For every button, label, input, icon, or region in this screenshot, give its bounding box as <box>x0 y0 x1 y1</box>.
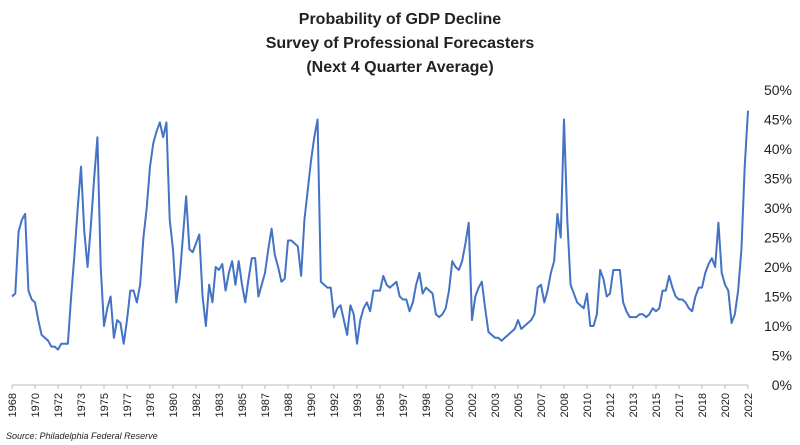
chart-subtitle: Survey of Professional Forecasters <box>266 35 535 52</box>
x-tick-label: 2010 <box>582 393 594 417</box>
x-tick-label: 2000 <box>444 393 456 417</box>
x-tick-label: 1988 <box>283 393 295 417</box>
x-tick-label: 1980 <box>168 393 180 417</box>
x-tick-label: 1985 <box>237 393 249 417</box>
x-tick-label: 1978 <box>145 393 157 417</box>
source: Source: Philadelphia Federal Reserve <box>6 431 158 441</box>
x-tick-label: 2018 <box>697 393 709 417</box>
x-tick-label: 2022 <box>743 393 755 417</box>
x-tick-label: 1992 <box>329 393 341 417</box>
x-tick-label: 1983 <box>214 393 226 417</box>
x-tick-label: 2007 <box>536 393 548 417</box>
y-tick-label: 0% <box>772 377 792 393</box>
y-tick-label: 20% <box>764 259 792 275</box>
y-tick-label: 10% <box>764 318 792 334</box>
x-tick-label: 1982 <box>191 393 203 417</box>
x-tick-label: 1975 <box>99 393 111 417</box>
x-tick-label: 1990 <box>306 393 318 417</box>
x-tick-label: 1970 <box>30 393 42 417</box>
y-tick-label: 25% <box>764 230 792 246</box>
x-tick-label: 2005 <box>513 393 525 417</box>
x-tick-label: 1973 <box>76 393 88 417</box>
x-tick-label: 1997 <box>398 393 410 417</box>
x-tick-label: 1995 <box>375 393 387 417</box>
chart-title: Probability of GDP Decline <box>299 11 502 28</box>
x-tick-label: 1987 <box>260 393 272 417</box>
y-tick-label: 45% <box>764 112 792 128</box>
x-tick-label: 1993 <box>352 393 364 417</box>
x-tick-label: 2020 <box>720 393 732 417</box>
x-tick-label: 1977 <box>122 393 134 417</box>
x-tick-label: 2012 <box>605 393 617 417</box>
x-tick-label: 2008 <box>559 393 571 417</box>
chart-subtitle: (Next 4 Quarter Average) <box>306 59 493 76</box>
y-tick-label: 5% <box>772 348 792 364</box>
y-tick-label: 30% <box>764 200 792 216</box>
x-tick-label: 2002 <box>467 393 479 417</box>
y-tick-label: 15% <box>764 289 792 305</box>
y-tick-label: 35% <box>764 171 792 187</box>
x-tick-label: 2003 <box>490 393 502 417</box>
x-tick-label: 2013 <box>628 393 640 417</box>
data-line <box>11 110 749 351</box>
x-tick-label: 1998 <box>421 393 433 417</box>
y-tick-label: 40% <box>764 141 792 157</box>
x-tick-label: 1972 <box>53 393 65 417</box>
y-tick-label: 50% <box>764 82 792 98</box>
x-tick-label: 1968 <box>7 393 19 417</box>
x-tick-label: 2015 <box>651 393 663 417</box>
x-tick-label: 2017 <box>674 393 686 417</box>
